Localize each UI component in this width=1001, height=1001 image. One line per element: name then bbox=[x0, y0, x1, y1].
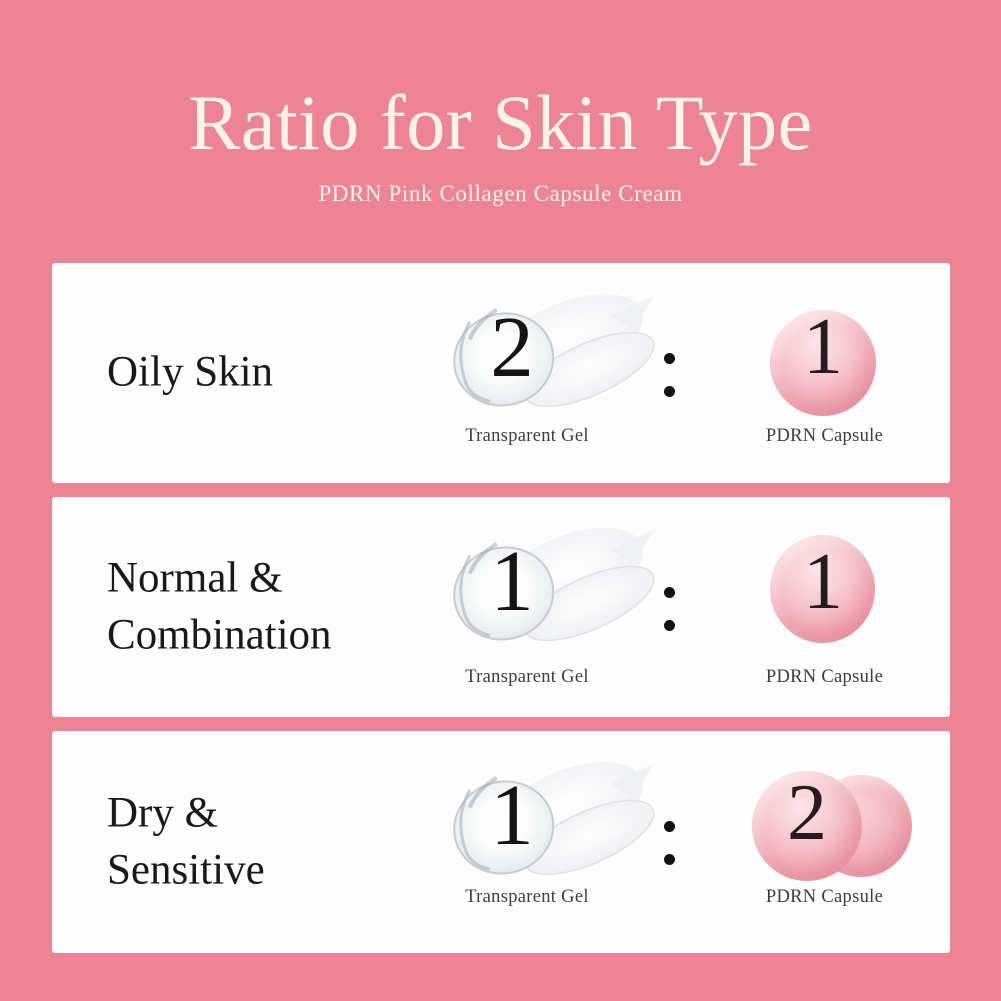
colon-dot bbox=[664, 386, 675, 397]
page-subtitle: PDRN Pink Collagen Capsule Cream bbox=[318, 181, 683, 206]
capsule-caption: PDRN Capsule bbox=[765, 887, 884, 907]
skin-type-line: Combination bbox=[107, 611, 332, 658]
gel-parts-count: 2 bbox=[490, 298, 534, 395]
capsule-caption: PDRN Capsule bbox=[765, 426, 884, 446]
capsule-caption: PDRN Capsule bbox=[765, 667, 884, 687]
colon-dot bbox=[664, 821, 675, 832]
colon-dot bbox=[664, 620, 675, 631]
skin-type-label: Normal & Combination bbox=[107, 550, 332, 664]
gel-caption: Transparent Gel bbox=[465, 426, 589, 446]
gel-caption: Transparent Gel bbox=[465, 887, 589, 907]
pdrn-capsule-illustration bbox=[752, 771, 862, 881]
skin-type-label: Dry & Sensitive bbox=[107, 785, 265, 899]
ratio-row-oily: Oily Skin 2 Transparent Gel 1 PDRN Capsu… bbox=[52, 263, 950, 483]
skin-type-label: Oily Skin bbox=[107, 345, 273, 402]
ratio-row-normal-combination: Normal & Combination 1 Transparent Gel 1… bbox=[52, 497, 950, 717]
page-title: Ratio for Skin Type bbox=[188, 79, 813, 166]
capsule-parts-count: 1 bbox=[803, 303, 843, 391]
gel-parts-count: 1 bbox=[490, 766, 534, 863]
ratio-row-dry-sensitive: Dry & Sensitive 1 Transparent Gel 2 PDRN… bbox=[52, 731, 950, 953]
colon-dot bbox=[664, 587, 675, 598]
skin-type-line: Dry & bbox=[107, 789, 219, 837]
gel-caption: Transparent Gel bbox=[465, 667, 589, 687]
skin-type-line: Oily Skin bbox=[107, 348, 274, 396]
capsule-parts-count: 1 bbox=[803, 538, 843, 626]
skin-type-line: Sensitive bbox=[107, 846, 265, 893]
pdrn-capsule-illustration bbox=[770, 310, 876, 416]
gel-smear-illustration bbox=[453, 762, 655, 876]
capsule-parts-count: 2 bbox=[787, 769, 827, 857]
ratio-colon bbox=[664, 821, 675, 865]
ratio-colon bbox=[664, 353, 675, 397]
skin-type-line: Normal & bbox=[107, 554, 283, 602]
pdrn-capsule-illustration bbox=[770, 535, 875, 643]
gel-smear-illustration bbox=[453, 294, 655, 408]
gel-parts-count: 1 bbox=[490, 532, 534, 629]
colon-dot bbox=[664, 854, 675, 865]
colon-dot bbox=[664, 353, 675, 364]
gel-smear-illustration bbox=[453, 528, 655, 642]
ratio-colon bbox=[664, 587, 675, 631]
